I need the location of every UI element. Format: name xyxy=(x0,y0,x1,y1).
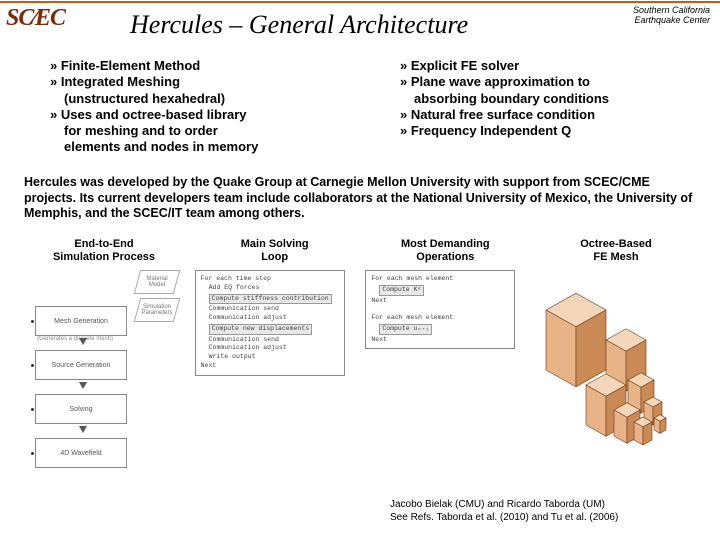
feature-bullets: » Finite-Element Method» Integrated Mesh… xyxy=(50,58,690,156)
org-line-2: Earthquake Center xyxy=(633,16,710,26)
code-line: Next xyxy=(199,362,341,371)
bullet-item: » Explicit FE solver xyxy=(400,58,690,74)
fig1-title-l2: Simulation Process xyxy=(53,251,155,263)
fig3-title-l2: Operations xyxy=(416,251,474,263)
fig4-title-l1: Octree-Based xyxy=(580,238,652,250)
pipe-io: Simulation Parameters xyxy=(134,298,180,322)
slide-title: Hercules – General Architecture xyxy=(130,10,468,40)
bullet-item: (unstructured hexahedral) xyxy=(50,91,340,107)
fig-col-4: Octree-Based FE Mesh xyxy=(536,238,696,470)
fig2-title-l2: Loop xyxy=(261,251,288,263)
bullet-item: elements and nodes in memory xyxy=(50,139,340,155)
bullets-left: » Finite-Element Method» Integrated Mesh… xyxy=(50,58,340,156)
code-line: Add EQ forces xyxy=(199,284,341,293)
credits-line-2: See Refs. Taborda et al. (2010) and Tu e… xyxy=(390,512,618,525)
code-line: Write output xyxy=(199,353,341,362)
bullet-item: absorbing boundary conditions xyxy=(400,91,690,107)
credits: Jacobo Bielak (CMU) and Ricardo Taborda … xyxy=(390,499,618,524)
fig3-codebox: For each mesh elementCompute KᵉNext For … xyxy=(365,270,515,349)
bullet-item: » Frequency Independent Q xyxy=(400,123,690,139)
fig4-octree-cubes xyxy=(536,270,691,470)
bullet-item: » Natural free surface condition xyxy=(400,107,690,123)
figure-row: End-to-End Simulation Process Material M… xyxy=(24,238,696,470)
pipe-stage: Solving xyxy=(35,394,127,424)
fig-col-1: End-to-End Simulation Process Material M… xyxy=(24,238,184,470)
code-line: Compute stiffness contribution xyxy=(199,293,341,306)
org-subtitle: Southern California Earthquake Center xyxy=(633,6,710,26)
pipe-stage: Mesh Generation xyxy=(35,306,127,336)
body-paragraph: Hercules was developed by the Quake Grou… xyxy=(24,175,696,222)
code-line: Communication adjust xyxy=(199,344,341,353)
pipe-io: Material Model xyxy=(134,270,180,294)
code-line: Communication adjust xyxy=(199,314,341,323)
code-line: Compute new displacements xyxy=(199,323,341,336)
code-line: For each mesh element xyxy=(369,314,511,323)
code-line: For each mesh element xyxy=(369,275,511,284)
code-line: Compute Kᵉ xyxy=(369,284,511,297)
code-line: For each time step xyxy=(199,275,341,284)
code-line: Communication send xyxy=(199,336,341,345)
fig1-pipeline: Material Model Simulation Parameters Mesh … xyxy=(29,270,179,470)
fig2-title-l1: Main Solving xyxy=(241,238,309,250)
bullet-item: for meshing and to order xyxy=(50,123,340,139)
code-line: Next xyxy=(369,297,511,306)
fig1-title-l1: End-to-End xyxy=(74,238,133,250)
top-rule xyxy=(0,1,720,3)
bullets-right: » Explicit FE solver» Plane wave approxi… xyxy=(400,58,690,156)
fig4-title-l2: FE Mesh xyxy=(593,251,638,263)
code-line: Communication send xyxy=(199,305,341,314)
code-line xyxy=(369,305,511,314)
scec-logo: SC/EC xyxy=(6,6,65,30)
bullet-item: » Finite-Element Method xyxy=(50,58,340,74)
pipe-stage: Source Generation xyxy=(35,350,127,380)
bullet-item: » Uses and octree-based library xyxy=(50,107,340,123)
code-line: Next xyxy=(369,336,511,345)
credits-line-1: Jacobo Bielak (CMU) and Ricardo Taborda … xyxy=(390,499,618,512)
fig2-codebox: For each time stepAdd EQ forcesCompute s… xyxy=(195,270,345,376)
pipe-stage: 4D Wavefield xyxy=(35,438,127,468)
fig-col-3: Most Demanding Operations For each mesh … xyxy=(365,238,525,470)
fig-col-2: Main Solving Loop For each time stepAdd … xyxy=(195,238,355,470)
bullet-item: » Plane wave approximation to xyxy=(400,74,690,90)
fig3-title-l1: Most Demanding xyxy=(401,238,490,250)
code-line: Compute uₙ₊₁ xyxy=(369,323,511,336)
bullet-item: » Integrated Meshing xyxy=(50,74,340,90)
